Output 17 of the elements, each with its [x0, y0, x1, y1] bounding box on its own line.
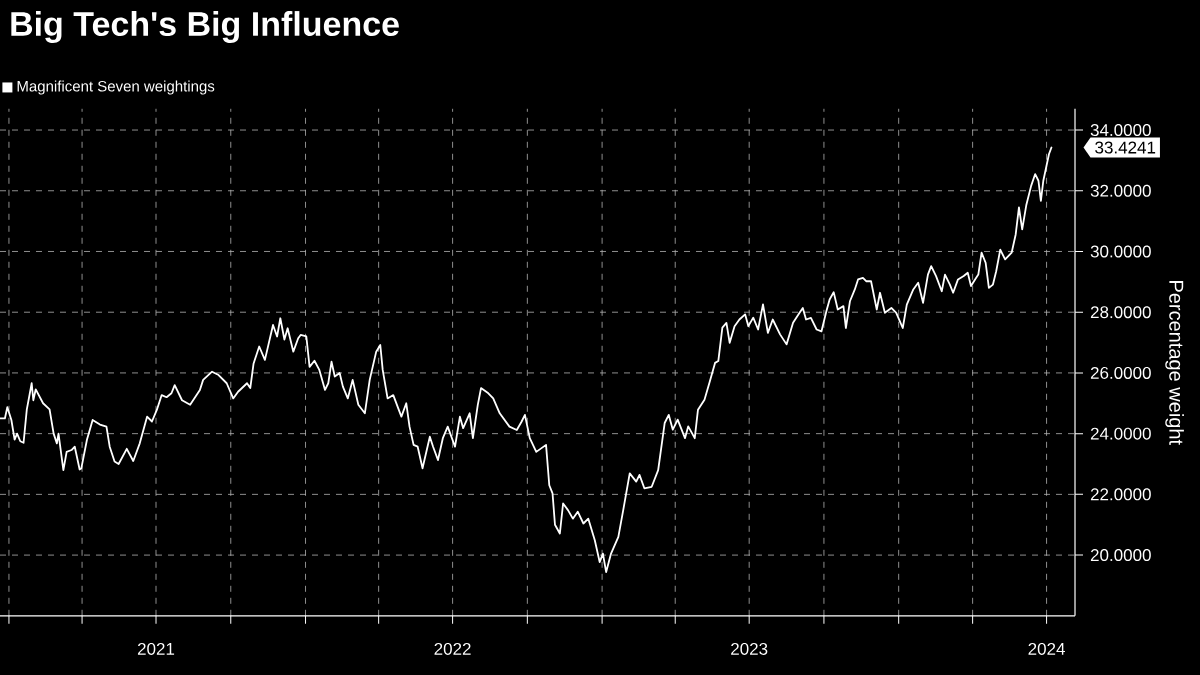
y-tick-label: 30.0000: [1090, 245, 1151, 258]
legend-label: Magnificent Seven weightings: [17, 80, 215, 95]
chart-title: Big Tech's Big Influence: [11, 11, 399, 43]
annotation: 33.4241: [1095, 141, 1156, 154]
line-series: [0, 146, 1053, 573]
x-tick-label: 2024: [1028, 642, 1065, 655]
x-tick-label: 2021: [137, 642, 175, 655]
y-tick-label: 20.0000: [1090, 549, 1151, 562]
x-tick-label: 2023: [731, 642, 768, 655]
y-tick-label: 32.0000: [1090, 184, 1151, 197]
y-tick-label: 28.0000: [1090, 306, 1151, 319]
y-tick-label: 34.0000: [1090, 124, 1151, 137]
x-tick-label: 2022: [434, 642, 471, 655]
y-axis-title: Percentage weight: [1165, 281, 1184, 445]
y-tick-label: 22.0000: [1090, 488, 1151, 501]
y-tick-label: 24.0000: [1090, 427, 1151, 440]
y-tick-label: 26.0000: [1090, 366, 1151, 379]
